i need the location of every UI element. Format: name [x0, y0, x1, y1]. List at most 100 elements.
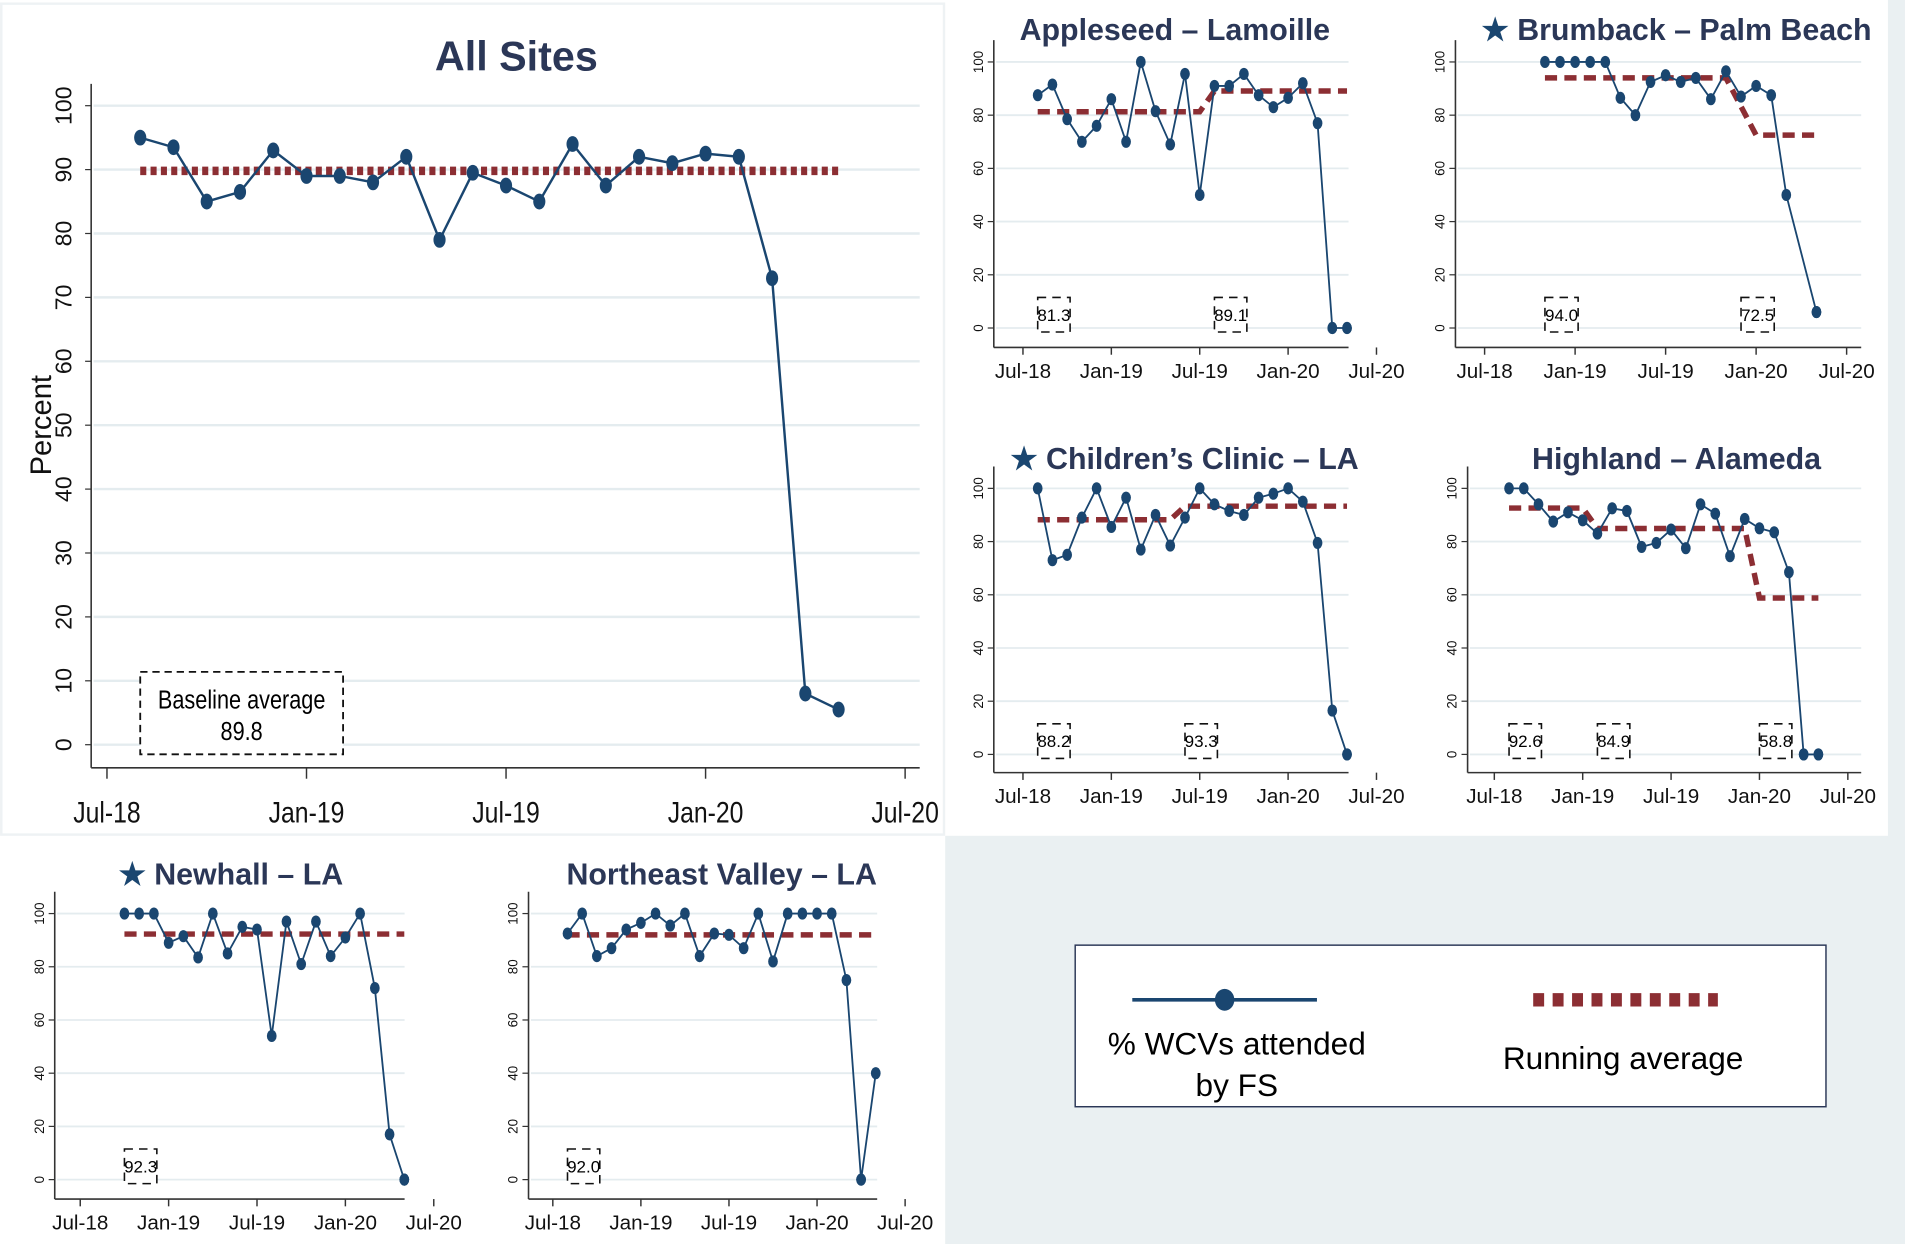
data-point: [1224, 504, 1235, 518]
x-tick-label: Jul-20: [1348, 785, 1404, 808]
running-average-line: [1037, 88, 1348, 115]
chart-title-text: Brumback – Palm Beach: [1517, 14, 1871, 47]
y-tick-label: 100: [51, 86, 77, 125]
data-point: [1577, 514, 1588, 527]
chart-panel-4: Highland – Alameda 0 20 40 60 80 100 Jul-18 Jan-…: [1445, 443, 1876, 808]
data-point: [694, 950, 705, 963]
series-line: [566, 910, 877, 1180]
data-point: [149, 907, 159, 920]
star-icon: ★: [119, 858, 155, 891]
data-point: [666, 155, 679, 172]
y-tick-label: 40: [1433, 214, 1448, 229]
chart-title: Appleseed – Lamoille: [1020, 14, 1330, 47]
data-point: [1563, 506, 1573, 519]
series-line: [1036, 486, 1348, 755]
chart-title: All Sites: [435, 33, 598, 79]
data-point: [1327, 704, 1338, 717]
legend-box: [1074, 944, 1827, 1108]
data-point: [1121, 491, 1131, 504]
data-point: [340, 931, 351, 944]
data-point: [237, 920, 248, 933]
y-tick-label: 80: [506, 959, 521, 974]
annotation-value: 89.1: [1214, 306, 1247, 325]
series-line: [1509, 487, 1819, 756]
x-tick-label: Jul-19: [1638, 360, 1694, 383]
x-tick-label: Jul-20: [406, 1211, 462, 1234]
data-point: [577, 907, 588, 920]
data-point: [207, 907, 218, 920]
annotation-box: [1213, 296, 1248, 333]
chart-panel-2: ★ Brumback – Palm Beach 0 20 40 60 80 100 Jul-1…: [1433, 14, 1875, 383]
chart-panel-1: Appleseed – Lamoille 0 20 40 60 80 100 Jul-18 Ja…: [971, 14, 1405, 383]
data-point: [1585, 55, 1596, 69]
data-point: [591, 950, 602, 963]
data-point: [466, 164, 479, 181]
data-point: [797, 907, 808, 920]
annotation-value: 81.3: [1037, 306, 1070, 325]
y-tick-label: 0: [971, 751, 986, 758]
y-tick-label: 60: [51, 348, 77, 374]
y-tick-label: 60: [971, 161, 986, 176]
y-tick-label: 100: [1433, 51, 1448, 73]
data-point: [281, 915, 292, 928]
x-tick-label: Jul-20: [877, 1211, 933, 1234]
data-point: [599, 177, 612, 194]
x-tick-label: Jan-19: [1080, 785, 1143, 808]
data-point: [1062, 113, 1073, 126]
x-tick-label: Jan-19: [1080, 360, 1143, 383]
y-tick-label: 60: [1445, 587, 1460, 602]
x-tick-label: Jan-19: [1551, 785, 1614, 808]
data-point: [812, 907, 822, 920]
y-tick-label: 50: [51, 412, 77, 438]
x-tick-label: Jan-19: [1544, 360, 1607, 383]
data-point: [266, 1029, 277, 1043]
data-point: [724, 928, 734, 941]
running-average-line: [1037, 503, 1348, 523]
data-point: [1651, 536, 1662, 549]
data-point: [119, 907, 130, 920]
annotation-box: [1036, 723, 1071, 760]
star-icon: ★: [1482, 14, 1518, 47]
data-point: [252, 923, 262, 936]
data-point: [311, 915, 321, 928]
y-tick-label: 80: [32, 959, 47, 974]
data-point: [163, 936, 174, 949]
star-icon: ★: [1010, 443, 1046, 476]
y-tick-label: 40: [1445, 641, 1460, 656]
data-point: [826, 907, 837, 920]
annotation-box: [1740, 296, 1776, 333]
data-point: [1721, 65, 1731, 78]
chart-panel-3: ★ Children’s Clinic – LA 0 20 40 60 80 100 Jul-…: [971, 443, 1405, 808]
y-tick-label: 20: [51, 604, 77, 630]
x-tick-label: Jul-18: [995, 785, 1051, 808]
series-line: [124, 910, 406, 1180]
data-point: [1180, 67, 1190, 81]
y-tick-label: 80: [971, 108, 986, 123]
data-point: [1268, 487, 1279, 500]
x-tick-label: Jul-20: [1819, 360, 1875, 383]
data-point: [193, 951, 203, 964]
data-point: [680, 907, 690, 920]
data-point: [1660, 69, 1671, 82]
y-tick-label: 80: [1433, 108, 1448, 123]
data-point: [1784, 566, 1794, 579]
legend: % WCVs attended by FS Running average: [1074, 944, 1827, 1108]
annotation-value: 84.9: [1597, 732, 1630, 751]
data-point: [1135, 55, 1146, 69]
annotation-box: [123, 1148, 158, 1185]
data-point: [606, 942, 617, 955]
chart-title-text: Highland – Alameda: [1532, 443, 1822, 476]
annotation-box: [1508, 723, 1543, 760]
data-point: [1675, 75, 1686, 88]
data-point: [267, 142, 280, 159]
data-point: [533, 193, 546, 210]
chart-title: ★ Children’s Clinic – LA: [1010, 443, 1358, 476]
data-point: [1766, 89, 1777, 102]
x-tick-label: Jan-19: [269, 797, 345, 829]
data-point: [300, 168, 313, 184]
y-tick-label: 40: [971, 214, 986, 229]
data-point: [1268, 101, 1279, 114]
data-point: [1194, 188, 1205, 202]
data-point: [1135, 543, 1146, 556]
chart-panel-6: Northeast Valley – LA 0 20 40 60 80 100 Jul-18 J…: [506, 858, 934, 1234]
